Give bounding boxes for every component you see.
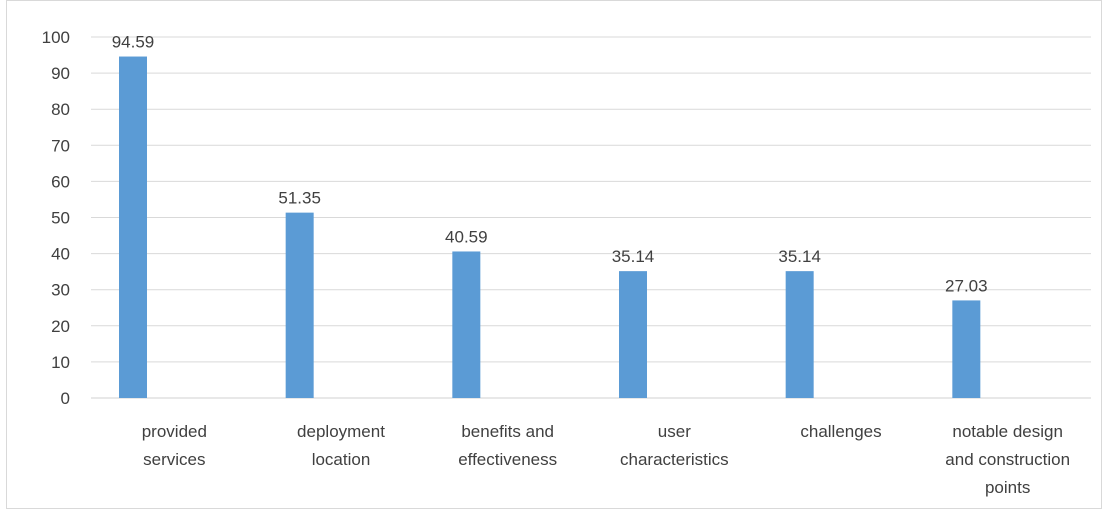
x-tick-label-line: points <box>985 478 1030 497</box>
y-tick-label: 50 <box>51 209 70 228</box>
bar <box>619 271 647 398</box>
x-tick-label-line: services <box>143 450 205 469</box>
bar <box>285 212 314 398</box>
bar <box>452 251 481 398</box>
bars <box>119 56 981 399</box>
data-label: 35.14 <box>778 247 821 266</box>
bar <box>952 300 981 398</box>
y-tick-label: 40 <box>51 245 70 264</box>
data-label: 35.14 <box>612 247 655 266</box>
x-tick-label-line: and construction <box>945 450 1070 469</box>
x-tick-label: benefits and effectiveness <box>458 422 557 469</box>
data-label: 40.59 <box>445 227 488 246</box>
x-tick-label: deployment location <box>297 422 385 469</box>
y-tick-label: 20 <box>51 317 70 336</box>
data-label: 27.03 <box>945 276 988 295</box>
y-tick-label: 80 <box>51 100 70 119</box>
x-tick-label-line: characteristics <box>620 450 729 469</box>
x-tick-label-line: benefits and <box>461 422 554 441</box>
y-tick-label: 0 <box>61 389 70 408</box>
chart-frame: 0 10 20 30 40 50 60 70 80 90 100 94.59 51.35 40.59 35… <box>6 0 1102 509</box>
y-tick-label: 90 <box>51 64 70 83</box>
x-tick-label: notable design and construction points <box>945 422 1070 497</box>
bar <box>785 271 814 398</box>
x-tick-label: challenges <box>800 422 881 441</box>
x-tick-label: user characteristics <box>620 422 729 469</box>
y-tick-label: 60 <box>51 172 70 191</box>
data-label: 51.35 <box>278 189 321 208</box>
x-tick-label: provided services <box>142 422 207 469</box>
data-labels: 94.59 51.35 40.59 35.14 35.14 27.03 <box>112 33 988 296</box>
y-tick-label: 100 <box>42 28 70 47</box>
bar-chart: 0 10 20 30 40 50 60 70 80 90 100 94.59 51.35 40.59 35… <box>42 28 1091 497</box>
y-tick-label: 30 <box>51 281 70 300</box>
bar <box>119 56 147 399</box>
x-tick-label-line: notable design <box>952 422 1063 441</box>
x-tick-label-line: deployment <box>297 422 385 441</box>
x-tick-label-line: challenges <box>800 422 881 441</box>
data-label: 94.59 <box>112 33 155 52</box>
y-tick-label: 70 <box>51 136 70 155</box>
y-tick-label: 10 <box>51 353 70 372</box>
x-tick-label-line: user <box>658 422 691 441</box>
x-tick-label-line: location <box>312 450 371 469</box>
y-axis-tick-labels: 0 10 20 30 40 50 60 70 80 90 100 <box>42 28 70 408</box>
x-axis-tick-labels: provided services deployment location benefi… <box>142 422 1070 497</box>
x-tick-label-line: provided <box>142 422 207 441</box>
x-tick-label-line: effectiveness <box>458 450 557 469</box>
gridlines <box>91 36 1091 399</box>
